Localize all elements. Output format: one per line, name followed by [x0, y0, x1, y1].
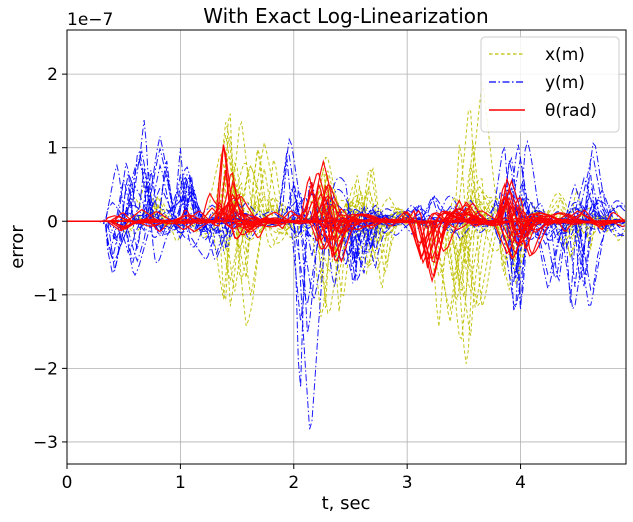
y-tick-label: −2	[33, 359, 58, 379]
legend-box	[480, 36, 620, 133]
y-tick-label: −1	[33, 286, 58, 306]
series-run-line	[67, 168, 625, 310]
series-run-line	[67, 137, 626, 292]
series-run-line	[67, 160, 625, 305]
legend-label: θ(rad)	[545, 101, 597, 121]
chart-title: With Exact Log-Linearization	[203, 4, 488, 28]
legend-label: x(m)	[545, 45, 585, 65]
series-layer	[67, 83, 626, 430]
series-run-line	[67, 181, 625, 260]
series-run-line	[67, 149, 625, 273]
y-tick-label: 0	[47, 212, 58, 232]
series-theta	[67, 144, 626, 284]
y-tick-label: −3	[33, 433, 58, 453]
series-run-line	[67, 166, 626, 430]
y-tick-label: 1	[47, 139, 58, 159]
x-tick-label: 4	[515, 473, 526, 493]
x-tick-label: 1	[175, 473, 186, 493]
y-axis-label: error	[7, 225, 28, 269]
x-axis-label: t, sec	[322, 493, 371, 514]
x-tick-label: 2	[288, 473, 299, 493]
x-tick-label: 3	[402, 473, 413, 493]
legend: x(m) y(m) θ(rad)	[480, 36, 620, 133]
y-tick-label: 2	[47, 65, 58, 85]
series-run-line	[67, 148, 625, 388]
series-run-line	[67, 184, 625, 260]
series-run-line	[67, 136, 626, 287]
y-offset-label: 1e−7	[67, 10, 113, 30]
series-run-line	[67, 139, 625, 279]
series-run-line	[67, 158, 625, 272]
ticks: 0 1 2 3 4 −3 −2 −1 0 1 2	[33, 65, 526, 493]
plot-frame	[66, 29, 627, 465]
x-tick-label: 0	[62, 473, 73, 493]
legend-label: y(m)	[545, 73, 585, 93]
